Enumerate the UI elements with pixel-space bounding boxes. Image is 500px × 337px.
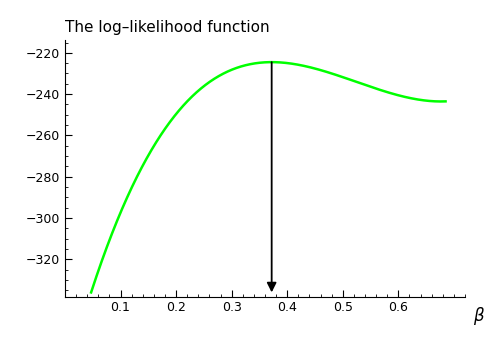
Text: β: β: [473, 307, 484, 325]
Text: The log–likelihood function: The log–likelihood function: [65, 20, 270, 35]
